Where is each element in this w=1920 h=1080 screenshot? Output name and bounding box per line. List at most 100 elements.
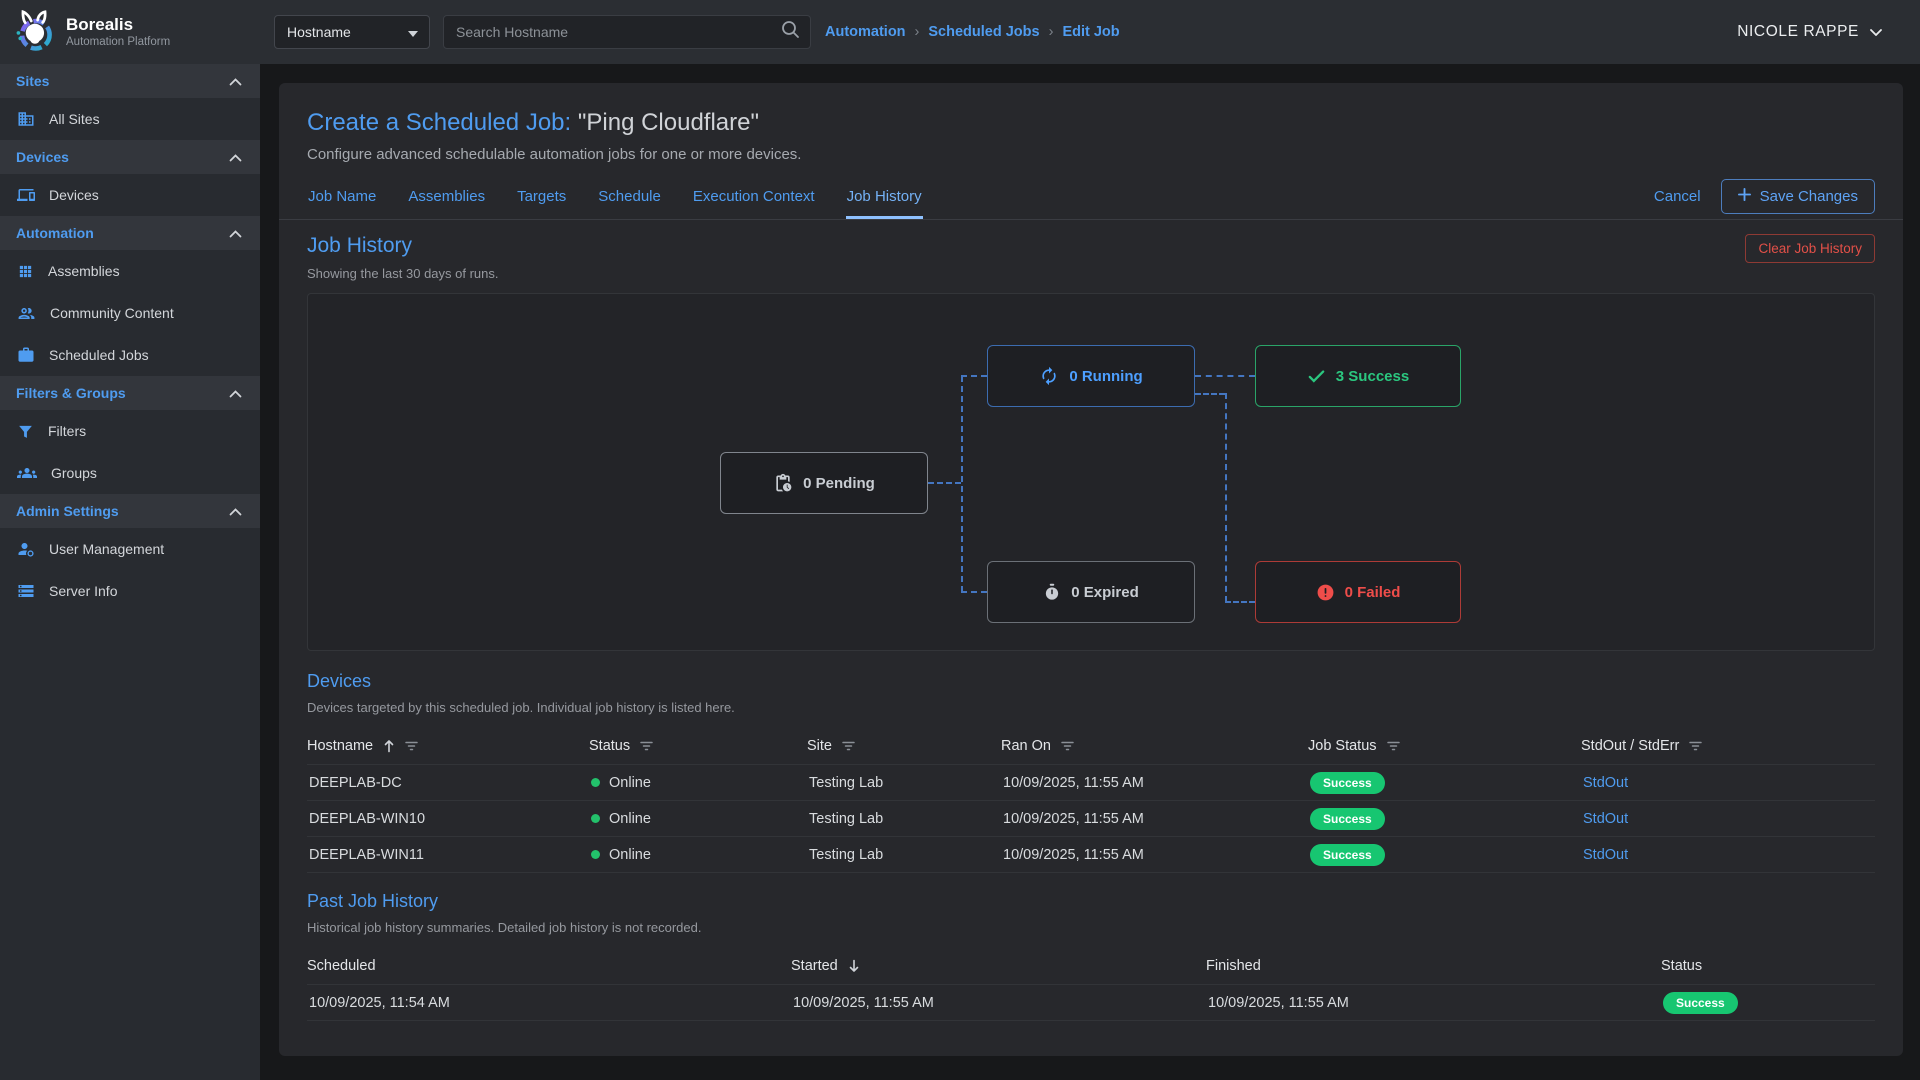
sidebar-item-label: User Management [49,541,164,557]
cell-scheduled: 10/09/2025, 11:54 AM [307,995,791,1011]
breadcrumb: Automation › Scheduled Jobs › Edit Job [825,24,1120,40]
user-gear-icon [17,540,35,558]
table-row[interactable]: DEEPLAB-WIN11 Online Testing Lab 10/09/2… [307,837,1875,873]
sidebar-item-label: Scheduled Jobs [49,347,149,363]
filter-icon[interactable] [1061,741,1074,751]
search-input[interactable] [456,24,781,40]
connector-line [1195,375,1255,377]
status-badge: Success [1310,808,1385,830]
past-job-history-subheading: Historical job history summaries. Detail… [307,920,1875,935]
failed-status-box: 0 Failed [1255,561,1461,623]
column-header-ran-on[interactable]: Ran On [1001,738,1308,754]
stdout-link[interactable]: StdOut [1583,811,1628,827]
filter-icon[interactable] [1387,741,1400,751]
breadcrumb-automation[interactable]: Automation [825,24,906,40]
running-count-label: 0 Running [1069,368,1142,385]
filter-icon[interactable] [1689,741,1702,751]
sidebar-section-admin-settings[interactable]: Admin Settings [0,494,260,528]
column-header-site[interactable]: Site [807,738,1001,754]
sidebar-item-filters[interactable]: Filters [0,410,260,452]
status-badge: Success [1663,992,1738,1014]
cell-site: Testing Lab [807,775,1001,791]
sidebar-section-label: Automation [16,225,94,241]
stdout-link[interactable]: StdOut [1583,775,1628,791]
briefcase-icon [17,346,35,364]
table-row[interactable]: DEEPLAB-WIN10 Online Testing Lab 10/09/2… [307,801,1875,837]
online-status-dot [591,778,600,787]
sidebar-item-all-sites[interactable]: All Sites [0,98,260,140]
sidebar-item-assemblies[interactable]: Assemblies [0,250,260,292]
tabs-bar: Job Name Assemblies Targets Schedule Exe… [279,173,1903,220]
clear-job-history-button[interactable]: Clear Job History [1745,234,1875,263]
brand-name: Borealis [66,16,170,35]
column-header-stdout[interactable]: StdOut / StdErr [1581,738,1875,754]
hostname-dropdown[interactable]: Hostname [274,15,430,49]
tab-assemblies[interactable]: Assemblies [407,173,486,219]
cell-ran-on: 10/09/2025, 11:55 AM [1001,811,1308,827]
sidebar-item-server-info[interactable]: Server Info [0,570,260,612]
chevron-up-icon [229,73,242,89]
connector-line [1225,393,1227,602]
filter-icon[interactable] [405,741,418,751]
filter-icon[interactable] [640,741,653,751]
devices-table: Hostname Status Site Ran On Job S [307,727,1875,873]
column-header-job-status[interactable]: Job Status [1308,738,1581,754]
user-menu[interactable]: NICOLE RAPPE [1737,23,1882,41]
search-icon[interactable] [781,20,800,44]
past-job-history-section: Past Job History Historical job history … [279,873,1903,1021]
table-row[interactable]: 10/09/2025, 11:54 AM 10/09/2025, 11:55 A… [307,985,1875,1021]
sidebar-section-sites[interactable]: Sites [0,64,260,98]
page-title-prefix: Create a Scheduled Job: [307,109,571,136]
sidebar-item-scheduled-jobs[interactable]: Scheduled Jobs [0,334,260,376]
sync-icon [1039,366,1059,386]
sidebar-item-user-management[interactable]: User Management [0,528,260,570]
tab-schedule[interactable]: Schedule [597,173,662,219]
sidebar-item-groups[interactable]: Groups [0,452,260,494]
success-count-label: 3 Success [1336,368,1409,385]
laptop-icon [17,186,35,204]
grid-icon [17,263,34,280]
table-row[interactable]: DEEPLAB-DC Online Testing Lab 10/09/2025… [307,765,1875,801]
server-icon [17,582,35,600]
column-header-finished[interactable]: Finished [1206,958,1661,974]
devices-subheading: Devices targeted by this scheduled job. … [307,700,1875,715]
past-table-header: Scheduled Started Finished Status [307,947,1875,985]
cell-stdout: StdOut [1581,847,1875,863]
borealis-logo-icon [12,10,56,54]
tab-job-history[interactable]: Job History [846,173,923,219]
page-title: Create a Scheduled Job: "Ping Cloudflare… [307,109,1875,137]
building-icon [17,110,35,128]
sidebar-section-filters-groups[interactable]: Filters & Groups [0,376,260,410]
breadcrumb-edit-job[interactable]: Edit Job [1062,24,1119,40]
filter-icon[interactable] [842,741,855,751]
success-status-box: 3 Success [1255,345,1461,407]
brand-header: Borealis Automation Platform [0,0,260,64]
failed-count-label: 0 Failed [1345,584,1401,601]
sidebar-item-label: All Sites [49,111,100,127]
tab-targets[interactable]: Targets [516,173,567,219]
column-header-status[interactable]: Status [589,738,807,754]
tab-job-name[interactable]: Job Name [307,173,377,219]
save-changes-button[interactable]: Save Changes [1721,179,1875,214]
check-icon [1307,367,1326,386]
cell-stdout: StdOut [1581,775,1875,791]
sidebar-section-devices[interactable]: Devices [0,140,260,174]
online-status-dot [591,814,600,823]
cell-job-status: Success [1308,808,1581,830]
column-header-hostname[interactable]: Hostname [307,738,589,754]
cell-status: Online [589,811,807,827]
sidebar-section-automation[interactable]: Automation [0,216,260,250]
column-header-scheduled[interactable]: Scheduled [307,958,791,974]
status-badge: Success [1310,844,1385,866]
column-header-started[interactable]: Started [791,958,1206,974]
breadcrumb-scheduled-jobs[interactable]: Scheduled Jobs [928,24,1039,40]
sidebar-item-label: Community Content [50,305,174,321]
column-header-status[interactable]: Status [1661,958,1875,974]
cell-hostname: DEEPLAB-WIN11 [307,847,589,863]
tab-execution-context[interactable]: Execution Context [692,173,816,219]
sidebar-item-community-content[interactable]: Community Content [0,292,260,334]
cancel-button[interactable]: Cancel [1654,188,1701,205]
sidebar-item-devices[interactable]: Devices [0,174,260,216]
sidebar-item-label: Filters [48,423,86,439]
stdout-link[interactable]: StdOut [1583,847,1628,863]
